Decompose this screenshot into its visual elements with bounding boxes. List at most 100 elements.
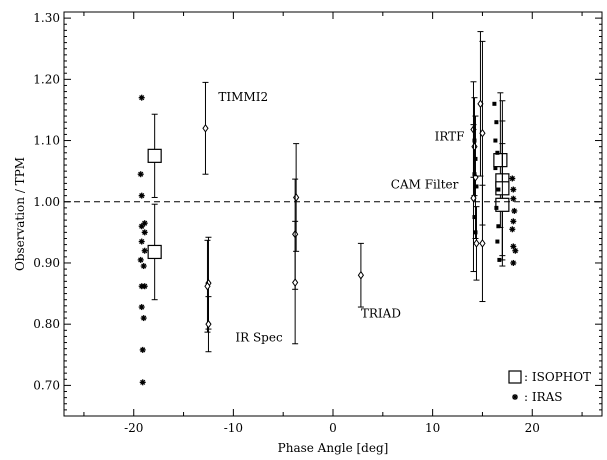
- annotation-label: TRIAD: [361, 306, 401, 320]
- y-tick-label: 0.80: [33, 317, 60, 331]
- dot-point: [473, 156, 478, 161]
- iras-point: [510, 259, 517, 266]
- dot-point: [472, 172, 477, 177]
- y-tick-label: 1.20: [33, 72, 60, 86]
- diamond-point: [479, 128, 486, 138]
- x-tick-label: 20: [525, 421, 540, 435]
- dot-point: [495, 150, 500, 155]
- x-tick-label: 0: [329, 421, 337, 435]
- iras-point: [510, 186, 517, 193]
- legend-isophot-label: : ISOPHOT: [524, 370, 591, 384]
- asterisk-stroke: [510, 243, 516, 250]
- annotation-label: TIMMI2: [218, 90, 268, 104]
- iras-point: [140, 315, 147, 322]
- y-tick-label: 0.90: [33, 256, 60, 270]
- y-tick-label: 0.70: [33, 378, 60, 392]
- iras-point: [512, 247, 519, 254]
- diamond-point: [292, 278, 299, 287]
- asterisk-stroke: [509, 226, 515, 232]
- diamond-point: [471, 142, 478, 152]
- asterisk-stroke: [140, 347, 146, 353]
- asterisk-stroke: [139, 223, 145, 229]
- dot-point: [492, 101, 497, 106]
- chart-series-layer: [137, 31, 519, 386]
- x-tick-label: -10: [224, 421, 243, 435]
- iras-point: [137, 256, 144, 263]
- dot-point: [497, 257, 502, 262]
- asterisk-stroke: [510, 260, 516, 266]
- chart-legend: : ISOPHOT : IRAS: [508, 370, 591, 404]
- isophot-point: [493, 153, 508, 168]
- x-axis-title: Phase Angle [deg]: [278, 441, 389, 455]
- dot-point: [496, 224, 501, 229]
- iras-point: [141, 229, 148, 236]
- asterisk-stroke: [510, 186, 516, 193]
- iras-point: [138, 238, 145, 245]
- dot-point: [472, 138, 477, 143]
- asterisk-stroke: [138, 257, 144, 263]
- axis-tick-labels: -20 -10 0 10 20 0.70 0.80 0.90 1.00 1.10 1.20 1.30: [33, 11, 540, 435]
- asterisk-stroke: [510, 196, 516, 202]
- legend-iras-label: : IRAS: [524, 390, 563, 404]
- asterisk-stroke: [142, 283, 148, 289]
- plot-frame: [63, 11, 603, 417]
- asterisk-stroke: [139, 304, 145, 310]
- chart-annotations: TIMMI2 IRTF CAM Filter IR Spec TRIAD: [218, 90, 464, 345]
- iras-point: [139, 346, 146, 353]
- iras-point: [140, 263, 147, 270]
- asterisk-stroke: [142, 229, 148, 235]
- asterisk-stroke: [510, 218, 516, 224]
- isophot-point: [147, 244, 162, 260]
- axis-ticks: [64, 11, 602, 416]
- iras-point: [138, 192, 145, 199]
- asterisk-stroke: [512, 248, 518, 254]
- iras-point: [510, 218, 517, 225]
- diamond-point: [473, 239, 480, 248]
- x-tick-label: -20: [124, 421, 143, 435]
- iras-point: [137, 171, 144, 178]
- diamond-point: [357, 270, 365, 280]
- iras-point: [509, 226, 516, 233]
- dot-point: [473, 230, 478, 235]
- dot-point: [495, 239, 500, 244]
- dot-point: [493, 138, 498, 143]
- diamond-point: [204, 281, 211, 291]
- asterisk-stroke: [139, 193, 145, 199]
- legend-isophot-marker: [508, 370, 522, 384]
- iras-point: [141, 247, 148, 254]
- dot-point: [472, 215, 477, 220]
- diamond-point: [205, 319, 212, 329]
- legend-iras-marker: [512, 394, 518, 400]
- dot-point: [494, 205, 499, 210]
- diamond-point: [293, 193, 300, 202]
- asterisk-stroke: [140, 379, 146, 385]
- iras-point: [510, 243, 517, 250]
- iras-point: [141, 283, 148, 290]
- iras-point: [138, 94, 145, 101]
- annotation-label: IRTF: [435, 130, 465, 144]
- y-tick-label: 1.00: [33, 195, 60, 209]
- y-axis-title: Observation / TPM: [13, 157, 27, 271]
- annotation-label: CAM Filter: [391, 177, 459, 191]
- asterisk-stroke: [511, 208, 517, 214]
- isophot-point: [147, 148, 162, 163]
- iras-point: [139, 379, 146, 386]
- annotation-label: IR Spec: [235, 330, 283, 344]
- y-tick-label: 1.30: [33, 11, 60, 25]
- diamond-point: [470, 193, 477, 203]
- asterisk-stroke: [142, 248, 148, 254]
- dot-point: [474, 184, 479, 189]
- asterisk-stroke: [141, 315, 147, 321]
- x-tick-label: 10: [425, 421, 440, 435]
- dot-point: [493, 166, 498, 171]
- asterisk-stroke: [512, 394, 518, 400]
- asterisk-stroke: [509, 175, 515, 182]
- iras-point: [138, 304, 145, 311]
- iras-point: [509, 175, 516, 182]
- asterisk-stroke: [141, 263, 147, 269]
- asterisk-stroke: [139, 238, 145, 245]
- asterisk-stroke: [139, 95, 145, 101]
- dot-point: [496, 187, 501, 192]
- diamond-point: [479, 239, 486, 248]
